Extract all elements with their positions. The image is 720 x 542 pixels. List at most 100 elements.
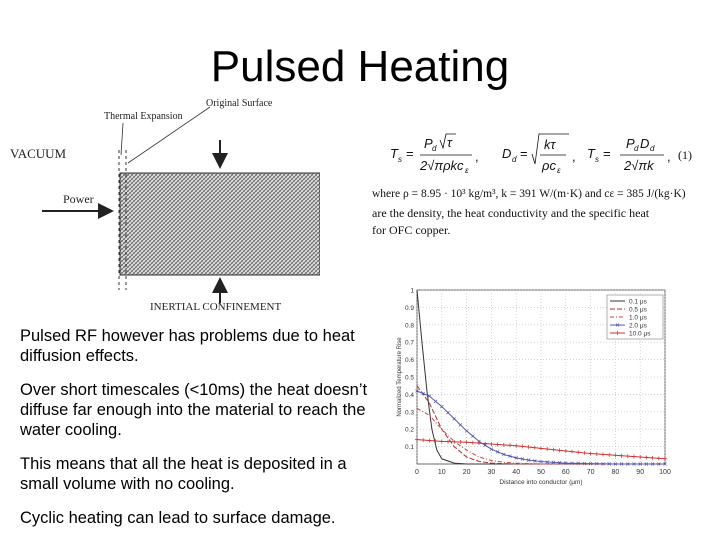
series-point-4 <box>501 442 506 447</box>
legend-label-1: 0.5 μs <box>629 307 648 314</box>
series-point-4 <box>656 456 661 461</box>
y-tick-label: 0.7 <box>405 340 414 347</box>
series-point-4 <box>427 438 432 443</box>
series-point-3 <box>601 462 605 466</box>
series-point-4 <box>582 450 587 455</box>
series-point-4 <box>619 453 624 458</box>
slide-title: Pulsed Heating <box>210 42 510 91</box>
series-point-4 <box>613 453 618 458</box>
svg-text:kτ: kτ <box>544 137 557 152</box>
series-point-3 <box>502 452 506 457</box>
series-point-4 <box>539 446 543 451</box>
svg-text:P: P <box>626 136 635 151</box>
y-tick-label: 0.9 <box>405 305 414 312</box>
series-point-3 <box>427 394 432 398</box>
x-tick-label: 10 <box>438 469 446 476</box>
x-tick-label: 40 <box>512 469 520 476</box>
series-point-3 <box>650 462 655 466</box>
series-point-3 <box>570 461 574 466</box>
series-point-4 <box>489 441 494 446</box>
svg-text:P: P <box>424 136 433 151</box>
x-tick-label: 60 <box>562 469 570 476</box>
series-point-4 <box>576 450 581 455</box>
series-point-4 <box>594 451 599 456</box>
series-point-3 <box>421 391 425 396</box>
series-point-3 <box>588 461 593 466</box>
svg-text:2√πρkc: 2√πρkc <box>419 158 464 173</box>
original-surface-leader <box>127 106 211 164</box>
series-point-4 <box>551 447 556 452</box>
legend-label-4: 10.0 μs <box>629 331 651 338</box>
svg-text:ε: ε <box>465 166 469 175</box>
series-point-4 <box>483 441 488 446</box>
y-tick-label: 0.8 <box>405 322 414 329</box>
heating-diagram: Original Surface Thermal Expansion VACUU… <box>0 95 321 320</box>
series-point-3 <box>464 429 469 433</box>
thermal-expansion-leader <box>120 122 124 156</box>
series-point-4 <box>607 452 612 457</box>
series-point-4 <box>415 437 419 442</box>
series-point-4 <box>588 451 593 456</box>
series-point-3 <box>557 460 562 465</box>
series-point-3 <box>626 462 630 466</box>
series-point-4 <box>433 438 438 443</box>
x-tick-label: 80 <box>612 469 620 476</box>
series-point-3 <box>495 450 500 454</box>
bullet-item-2: Over short timescales (<10ms) the heat d… <box>20 381 368 439</box>
series-point-4 <box>632 454 636 459</box>
series-point-3 <box>508 454 512 458</box>
series-point-4 <box>452 439 457 444</box>
x-tick-label: 20 <box>463 469 471 476</box>
y-tick-label: 0.3 <box>405 409 414 416</box>
series-point-3 <box>545 460 549 464</box>
svg-text:=: = <box>603 146 611 161</box>
series-point-3 <box>526 458 531 462</box>
temperature-chart: 0 10 20 30 40 50 60 70 80 90 100 0.1 0.2 0.3 0.4 0.5 0.6… <box>393 282 678 492</box>
series-point-4 <box>458 440 463 445</box>
series-point-4 <box>638 455 643 460</box>
svg-text:,: , <box>667 149 671 164</box>
series-point-3 <box>595 461 599 466</box>
x-tick-label: 100 <box>659 469 671 476</box>
svg-text:s: s <box>398 155 402 164</box>
series-point-4 <box>644 455 649 460</box>
equation-desc-line1: are the density, the heat conductivity a… <box>372 206 650 220</box>
legend-label-0: 0.1 μs <box>629 299 648 306</box>
series-point-4 <box>557 448 562 453</box>
svg-text:ε: ε <box>557 166 561 175</box>
original-surface-label: Original Surface <box>206 98 273 109</box>
bullet-item-4: Cyclic heating can lead to surface damag… <box>20 509 336 527</box>
series-point-4 <box>477 441 481 446</box>
series-point-4 <box>439 439 444 444</box>
bullet-item-3: This means that all the heat is deposite… <box>20 455 347 493</box>
svg-text:,: , <box>475 149 479 164</box>
y-axis-label: Normalized Temperature Rise <box>397 337 403 417</box>
power-label: Power <box>63 192 94 206</box>
series-point-4 <box>663 456 667 461</box>
x-tick-label: 30 <box>488 469 496 476</box>
equation-number: (1) <box>678 148 692 162</box>
series-point-3 <box>582 461 587 466</box>
svg-text:d: d <box>634 144 639 153</box>
x-tick-label: 70 <box>587 469 595 476</box>
series-point-3 <box>657 462 661 466</box>
series-point-3 <box>663 462 667 466</box>
y-tick-label: 0.5 <box>405 375 414 382</box>
series-point-3 <box>533 459 537 463</box>
diagram-graphic <box>42 106 321 303</box>
series-point-4 <box>514 443 519 448</box>
series-point-3 <box>613 462 618 466</box>
svg-text:2√πk: 2√πk <box>623 158 655 173</box>
series-point-4 <box>446 439 450 444</box>
series-point-3 <box>576 461 580 466</box>
series-point-4 <box>470 440 475 445</box>
series-point-3 <box>564 461 568 465</box>
thermal-expansion-label: Thermal Expansion <box>104 111 183 122</box>
series-point-3 <box>638 462 642 466</box>
series-point-4 <box>421 438 426 443</box>
series-point-4 <box>526 445 531 450</box>
series-point-3 <box>619 462 624 466</box>
series-point-4 <box>508 443 512 448</box>
series-point-3 <box>520 457 525 461</box>
